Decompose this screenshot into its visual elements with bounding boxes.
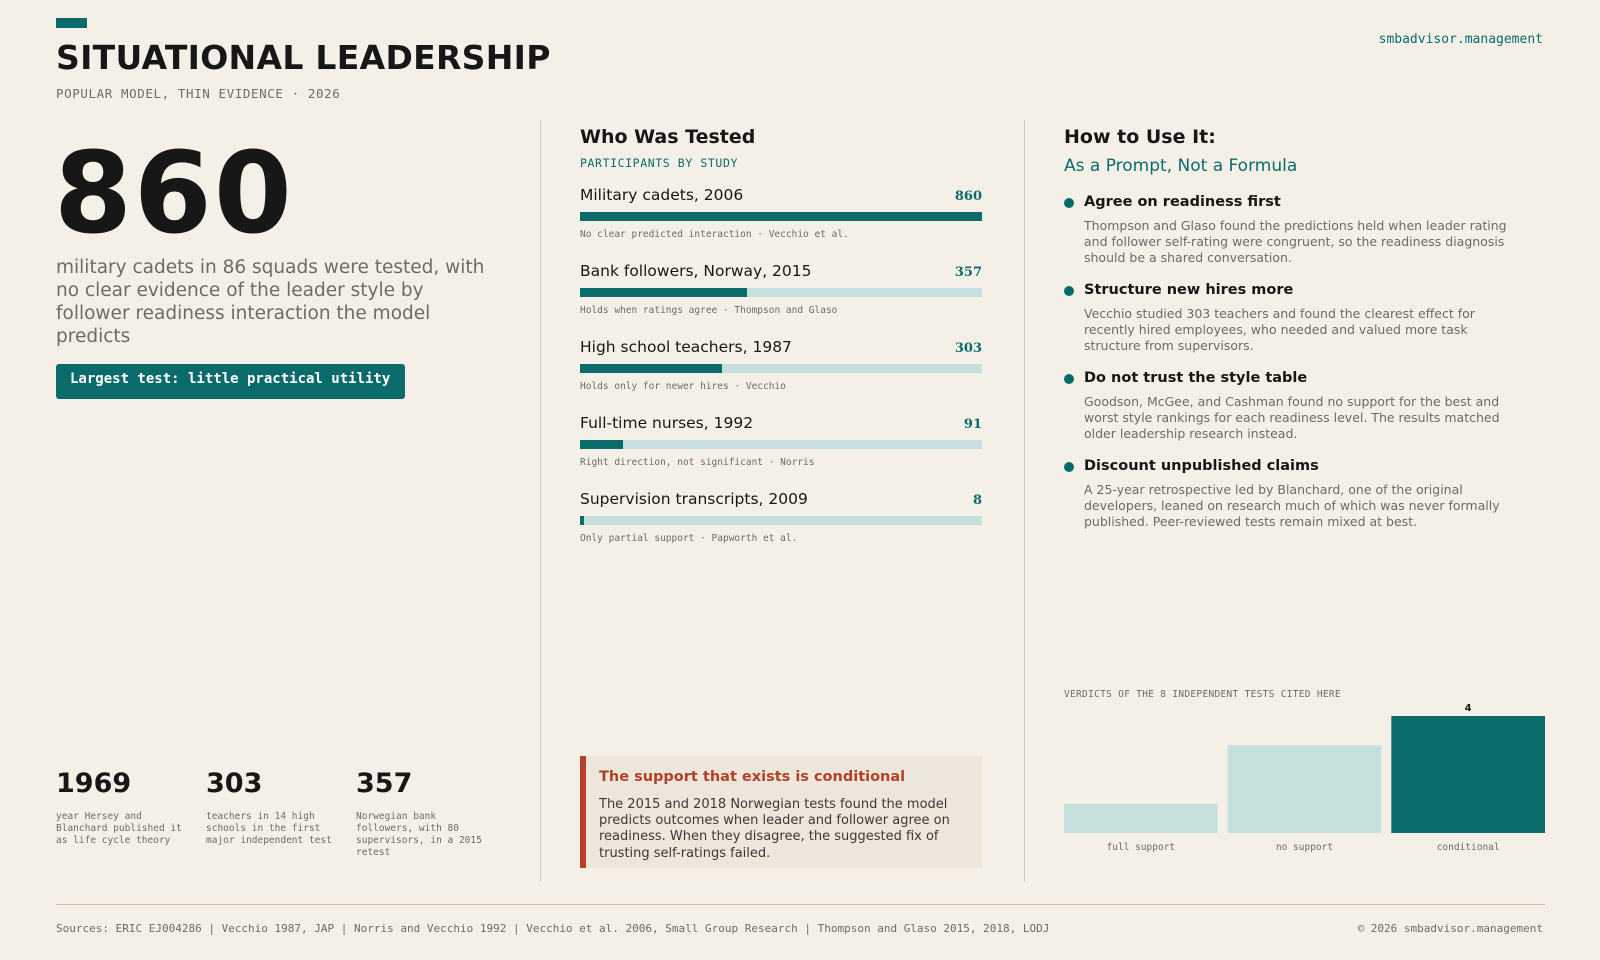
accent-bar (56, 18, 87, 28)
howto-title: How to Use It: (1064, 126, 1216, 148)
study-bar-track (580, 212, 982, 221)
study-row: High school teachers, 1987 303 Holds onl… (580, 338, 982, 392)
stat-description: Norwegian bank followers, with 80 superv… (356, 811, 482, 858)
studies-kicker: PARTICIPANTS BY STUDY (580, 156, 738, 170)
study-bar-track (580, 516, 982, 525)
bullet-dot-icon (1064, 462, 1074, 472)
page-subtitle: POPULAR MODEL, THIN EVIDENCE · 2026 (56, 86, 341, 101)
bullet-dot-icon (1064, 374, 1074, 384)
page-title: SITUATIONAL LEADERSHIP (56, 38, 551, 77)
stat-description: teachers in 14 high schools in the first… (206, 811, 332, 846)
study-row: Supervision transcripts, 2009 8 Only par… (580, 490, 982, 544)
tip-body: Vecchio studied 303 teachers and found t… (1084, 306, 1475, 353)
tip-title: Structure new hires more (1084, 282, 1294, 298)
tip-title: Discount unpublished claims (1084, 458, 1319, 474)
study-row: Bank followers, Norway, 2015 357 Holds w… (580, 262, 982, 316)
site-link[interactable]: smbadvisor.management (1378, 32, 1543, 47)
study-count: 357 (954, 265, 982, 280)
study-bar-fill (580, 288, 747, 297)
hero-number: 860 (54, 129, 294, 259)
hero-caption: military cadets in 86 squads were tested… (56, 257, 485, 347)
stat-value: 303 (206, 768, 263, 799)
stat-description: year Hersey and Blanchard published it a… (56, 811, 182, 846)
study-bar-fill (580, 516, 584, 525)
study-bar-track (580, 364, 982, 373)
tip-title: Agree on readiness first (1084, 194, 1281, 210)
bullet-dot-icon (1064, 198, 1074, 208)
study-label: Supervision transcripts, 2009 (580, 490, 808, 508)
callout-body: The 2015 and 2018 Norwegian tests found … (599, 797, 950, 861)
study-label: Full-time nurses, 1992 (580, 414, 754, 432)
study-bar-fill (580, 440, 623, 449)
tip-body: Goodson, McGee, and Cashman found no sup… (1084, 394, 1500, 441)
callout-title: The support that exists is conditional (599, 769, 906, 785)
chart-category-label: full support (1107, 842, 1176, 853)
footer-rule (56, 904, 1545, 905)
chart-bar-no-support (1227, 745, 1382, 833)
howto-subtitle: As a Prompt, Not a Formula (1064, 156, 1298, 176)
stat-value: 1969 (56, 768, 132, 799)
chart-category-label: no support (1276, 842, 1333, 853)
chart-bar-full-support (1064, 803, 1218, 833)
study-label: Military cadets, 2006 (580, 186, 744, 204)
stat-value: 357 (356, 768, 413, 799)
study-count: 303 (954, 341, 982, 356)
chart-title: VERDICTS OF THE 8 INDEPENDENT TESTS CITE… (1064, 689, 1341, 700)
bullet-dot-icon (1064, 286, 1074, 296)
study-bar-fill (580, 212, 982, 221)
study-count: 860 (954, 189, 982, 204)
tip-item: Structure new hires more Vecchio studied… (1064, 282, 1524, 353)
study-bar-track (580, 440, 982, 449)
tip-item: Discount unpublished claims A 25-year re… (1064, 458, 1524, 529)
tip-body: A 25-year retrospective led by Blanchard… (1084, 482, 1500, 529)
hero-badge: Largest test: little practical utility (56, 364, 405, 399)
chart-category-label: conditional (1437, 842, 1500, 853)
stat-year: 1969 year Hersey and Blanchard published… (56, 770, 196, 847)
chart-data-label: 4 (1465, 703, 1472, 714)
study-note: Only partial support · Papworth et al. (580, 533, 798, 544)
chart-bar-conditional (1391, 716, 1545, 833)
tip-item: Agree on readiness first Thompson and Gl… (1064, 194, 1524, 265)
study-row: Military cadets, 2006 860 No clear predi… (580, 186, 982, 240)
study-note: Holds only for newer hires · Vecchio (580, 381, 786, 392)
study-note: Holds when ratings agree · Thompson and … (580, 305, 838, 316)
conditional-support-callout: The support that exists is conditional T… (580, 756, 982, 868)
stat-teachers: 303 teachers in 14 high schools in the f… (206, 770, 346, 847)
studies-title: Who Was Tested (580, 126, 756, 148)
study-row: Full-time nurses, 1992 91 Right directio… (580, 414, 982, 468)
verdict-bar-chart: full support no support conditional 4 (1064, 703, 1545, 853)
study-label: High school teachers, 1987 (580, 338, 792, 356)
tip-item: Do not trust the style table Goodson, Mc… (1064, 370, 1524, 441)
howto-section: How to Use It: As a Prompt, Not a Formul… (1064, 126, 1544, 529)
column-divider-left (540, 120, 541, 882)
study-note: No clear predicted interaction · Vecchio… (580, 229, 849, 240)
tip-title: Do not trust the style table (1084, 370, 1308, 386)
study-bar-fill (580, 364, 722, 373)
study-count: 91 (963, 417, 982, 432)
study-count: 8 (972, 493, 982, 508)
copyright-text: © 2026 smbadvisor.management (1357, 922, 1543, 935)
sources-text: Sources: ERIC EJ004286 | Vecchio 1987, J… (56, 922, 1050, 935)
column-divider-right (1024, 120, 1025, 882)
study-note: Right direction, not significant · Norri… (580, 457, 815, 468)
study-label: Bank followers, Norway, 2015 (580, 262, 812, 280)
study-bar-track (580, 288, 982, 297)
studies-section: Who Was Tested PARTICIPANTS BY STUDY Mil… (580, 126, 982, 544)
stat-bank-followers: 357 Norwegian bank followers, with 80 su… (356, 770, 496, 859)
tip-body: Thompson and Glaso found the predictions… (1084, 218, 1507, 265)
